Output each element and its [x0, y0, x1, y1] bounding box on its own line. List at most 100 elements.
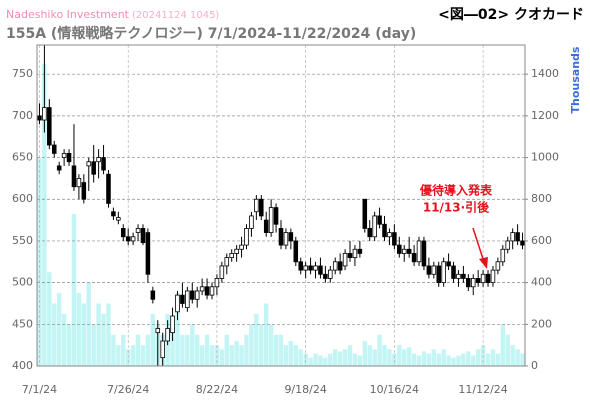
volume-bar [180, 334, 185, 366]
volume-bar [471, 355, 476, 366]
volume-bar [219, 349, 225, 366]
candle-body [426, 265, 432, 275]
candle-body [214, 278, 220, 288]
x-tick-label: 7/1/24 [22, 383, 57, 396]
volume-bar [145, 334, 151, 366]
candle-body [382, 223, 387, 238]
volume-bar [239, 345, 244, 366]
volume-bar [47, 272, 52, 366]
candle-body [406, 248, 412, 254]
candle-body [185, 290, 190, 309]
volume-bar [185, 334, 190, 366]
volume-bar [392, 353, 397, 366]
candle-body [466, 278, 471, 288]
x-tick-label: 9/18/24 [284, 383, 326, 396]
volume-bar [461, 353, 466, 366]
volume-bar [337, 351, 343, 366]
volume-bar [101, 313, 106, 366]
volume-bar [451, 357, 456, 366]
candle-body [490, 269, 496, 284]
volume-bar [91, 324, 96, 366]
y2-tick-label: 200 [531, 317, 552, 330]
candle-body [431, 265, 437, 275]
candle-body [298, 261, 303, 271]
candle-body [194, 290, 200, 300]
volume-bar [362, 340, 368, 366]
volume-bar [485, 353, 491, 366]
candle-body [101, 157, 106, 171]
plot-frame [36, 44, 526, 367]
volume-bar [121, 334, 126, 366]
volume-bar [416, 355, 422, 366]
candle-body [397, 244, 402, 254]
volume-bar [150, 313, 156, 366]
volume-bar [175, 293, 180, 366]
volume-bar [71, 213, 77, 366]
candle-body [461, 273, 466, 279]
volume-bar [140, 345, 146, 366]
candle-body [140, 228, 146, 244]
timestamp: (20241124 1045) [132, 10, 219, 21]
candle-body [219, 265, 225, 279]
volume-bar [268, 324, 274, 366]
candle-body [421, 240, 427, 267]
candle-body [51, 144, 57, 154]
candle-body [259, 198, 264, 217]
volume-bar [323, 357, 328, 366]
candle-body [283, 232, 289, 246]
candle-body [120, 228, 126, 238]
candle-body [416, 240, 422, 263]
candle-body [150, 290, 156, 300]
volume-bar [397, 345, 402, 366]
candle-body [387, 232, 392, 238]
candle-body [451, 265, 456, 279]
volume-bar [367, 345, 372, 366]
candle-body [357, 248, 363, 254]
volume-bar [224, 334, 229, 366]
candle-body [362, 198, 368, 229]
annotation: 11/13·引後 [423, 200, 490, 215]
candle-body [347, 253, 353, 259]
y-tick-label: 700 [12, 109, 33, 122]
volume-bar [515, 349, 520, 366]
volume-bar [234, 340, 239, 366]
candle-body [209, 286, 215, 296]
volume-bar [199, 345, 205, 366]
candle-body [308, 265, 313, 271]
volume-bar [352, 353, 358, 366]
volume-bar [254, 313, 259, 366]
candle-body [436, 265, 442, 284]
candle-body [446, 261, 451, 267]
candle-body [116, 217, 121, 221]
volume-bar [259, 324, 264, 366]
volume-bar [106, 303, 111, 366]
candle-body [180, 294, 185, 304]
candle-body [470, 278, 476, 288]
source: Nadeshiko Investment [6, 8, 130, 21]
volume-bar [406, 347, 412, 366]
volume-bar [500, 324, 506, 366]
candle-body [125, 236, 131, 242]
volume-bar [249, 324, 254, 366]
candle-body [96, 157, 101, 163]
volume-bar [42, 63, 47, 367]
volume-bar [283, 345, 289, 366]
volume-bar [170, 324, 175, 366]
volume-bar [229, 345, 234, 366]
volume-bar [382, 345, 387, 366]
annotation-arrowhead [479, 257, 488, 269]
candle-body [81, 182, 87, 200]
x-tick-label: 8/22/24 [196, 383, 238, 396]
y-tick-label: 600 [12, 192, 33, 205]
candle-body [352, 248, 358, 259]
volume-bar [333, 349, 338, 366]
candle-body [135, 228, 141, 233]
volume-bar [328, 353, 333, 366]
candle-body [263, 219, 269, 233]
volume-bar [194, 334, 200, 366]
volume-bar [303, 353, 308, 366]
candle-body [37, 115, 42, 121]
candle-body [510, 232, 515, 242]
x-tick-label: 11/12/24 [458, 383, 507, 396]
volume-bar [130, 345, 136, 366]
